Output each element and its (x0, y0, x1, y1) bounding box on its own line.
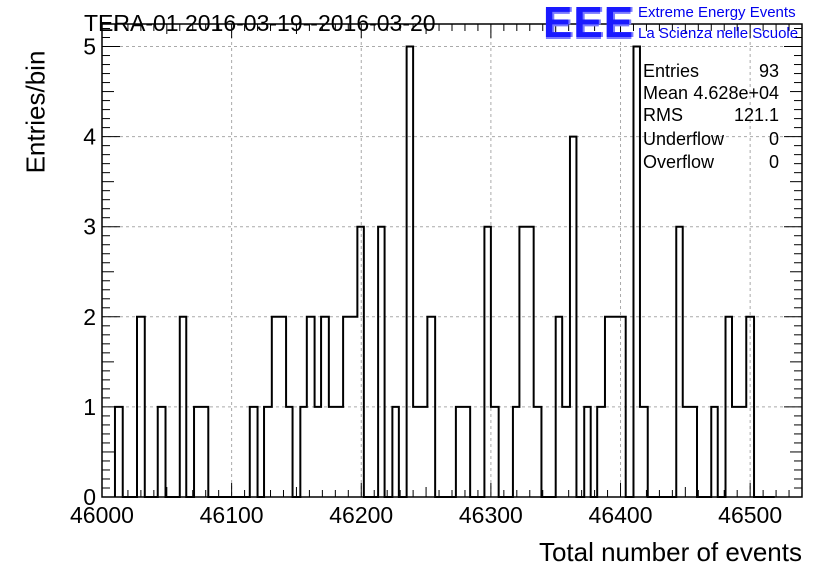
logo-line-2: La Scienza nelle Scuole (638, 25, 799, 42)
histogram-bin (534, 407, 542, 497)
x-tick-label: 46400 (589, 502, 653, 528)
histogram-bin (740, 407, 746, 497)
y-axis-label: Entries/bin (20, 50, 51, 174)
tick-labels: 46000 46100 46200 46300 46400 46500 0 1 2 3 4 5 (70, 34, 782, 528)
histogram-bin (315, 407, 321, 497)
histogram-bin (158, 407, 166, 497)
stat-rms-value: 121.1 (733, 105, 779, 125)
x-tick-label: 46300 (459, 502, 523, 528)
y-tick-label: 0 (83, 484, 96, 510)
grid-lines (101, 24, 802, 497)
histogram-bin (456, 407, 464, 497)
histogram-bin (519, 227, 527, 497)
histogram-bin (597, 407, 605, 497)
x-axis-label: Total number of events (538, 537, 802, 567)
histogram-bin (413, 407, 421, 497)
stat-overflow-value: 0 (768, 152, 779, 172)
x-tick-label: 46100 (200, 502, 264, 528)
y-tick-label: 4 (83, 124, 96, 150)
stat-rms-label: RMS (643, 105, 683, 125)
stat-entries-value: 93 (758, 61, 779, 81)
histogram-bin (250, 407, 258, 497)
logo-line-1: Extreme Energy Events (638, 4, 796, 21)
stat-underflow-label: Underflow (643, 129, 725, 149)
histogram-bin (640, 407, 648, 497)
stat-entries-label: Entries (643, 61, 700, 81)
histogram-bin (329, 407, 335, 497)
axis-ticks (101, 24, 803, 498)
histogram-bin (115, 407, 123, 497)
histogram-bin (562, 407, 570, 497)
y-tick-label: 2 (83, 304, 96, 330)
histogram-bin (421, 407, 427, 497)
histogram-bin (491, 407, 499, 497)
histogram-bin (264, 407, 272, 497)
x-tick-label: 46200 (329, 502, 393, 528)
histogram-bin (683, 407, 691, 497)
plot-title: TERA-01 2016-03-19--2016-03-20 (84, 10, 436, 36)
stat-mean-label: Mean (643, 83, 689, 103)
x-tick-label: 46500 (718, 502, 782, 528)
y-tick-label: 1 (83, 394, 96, 420)
y-tick-label: 5 (83, 34, 96, 60)
y-tick-label: 3 (83, 214, 96, 240)
stat-mean-value: 4.628e+04 (693, 83, 779, 103)
histogram-bin (201, 407, 209, 497)
histogram-bin (335, 407, 343, 497)
stat-overflow-label: Overflow (643, 152, 715, 172)
histogram-bin (732, 407, 740, 497)
eee-logo: EEE (543, 0, 635, 47)
x-tick-label: 46000 (70, 502, 134, 528)
stat-underflow-value: 0 (768, 129, 779, 149)
